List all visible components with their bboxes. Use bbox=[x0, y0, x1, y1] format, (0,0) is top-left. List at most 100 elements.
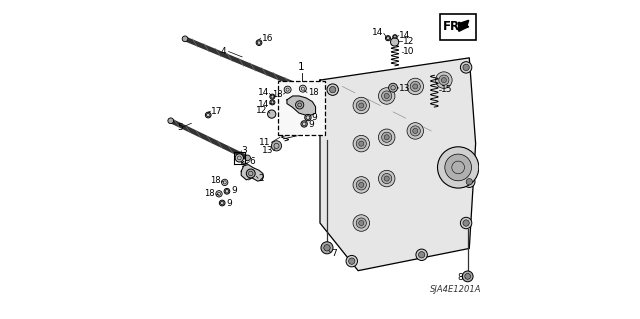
Circle shape bbox=[246, 169, 255, 178]
FancyBboxPatch shape bbox=[440, 14, 476, 40]
Text: 18: 18 bbox=[308, 88, 318, 97]
Text: 18: 18 bbox=[205, 189, 215, 198]
Text: 12: 12 bbox=[256, 107, 268, 115]
Text: 14: 14 bbox=[258, 88, 269, 97]
Circle shape bbox=[460, 62, 472, 73]
Text: 13: 13 bbox=[262, 146, 273, 155]
Circle shape bbox=[390, 38, 399, 46]
Circle shape bbox=[182, 36, 188, 42]
Circle shape bbox=[384, 176, 389, 181]
Circle shape bbox=[407, 123, 424, 139]
Circle shape bbox=[306, 87, 312, 93]
Text: 14: 14 bbox=[399, 31, 410, 40]
Text: 18: 18 bbox=[211, 176, 221, 185]
Text: 2: 2 bbox=[258, 174, 264, 183]
Circle shape bbox=[378, 129, 395, 145]
Circle shape bbox=[438, 147, 479, 188]
Circle shape bbox=[271, 141, 282, 151]
Text: 16: 16 bbox=[262, 34, 273, 43]
Circle shape bbox=[407, 78, 424, 95]
Circle shape bbox=[442, 78, 447, 83]
Circle shape bbox=[393, 35, 397, 39]
Text: 4: 4 bbox=[221, 47, 227, 56]
Circle shape bbox=[356, 218, 366, 228]
Circle shape bbox=[346, 256, 358, 267]
Polygon shape bbox=[241, 165, 264, 181]
Text: 5: 5 bbox=[177, 123, 183, 132]
Circle shape bbox=[410, 126, 420, 136]
Text: 10: 10 bbox=[403, 47, 415, 56]
Text: 7: 7 bbox=[331, 249, 337, 258]
Circle shape bbox=[284, 86, 291, 93]
Circle shape bbox=[205, 112, 211, 118]
Circle shape bbox=[256, 40, 262, 46]
Text: 15: 15 bbox=[442, 85, 453, 94]
Circle shape bbox=[416, 249, 428, 261]
Circle shape bbox=[445, 154, 472, 181]
Text: 14: 14 bbox=[258, 100, 269, 109]
Circle shape bbox=[270, 100, 275, 105]
Circle shape bbox=[413, 84, 418, 89]
Polygon shape bbox=[320, 58, 476, 271]
Circle shape bbox=[385, 36, 390, 41]
Circle shape bbox=[349, 258, 355, 264]
Circle shape bbox=[463, 176, 475, 188]
Circle shape bbox=[381, 132, 392, 142]
Circle shape bbox=[384, 135, 389, 140]
Circle shape bbox=[296, 101, 304, 109]
Circle shape bbox=[327, 84, 339, 95]
Circle shape bbox=[301, 121, 307, 127]
Circle shape bbox=[384, 93, 389, 99]
Circle shape bbox=[221, 179, 228, 186]
FancyBboxPatch shape bbox=[278, 81, 325, 135]
Circle shape bbox=[356, 138, 366, 149]
Text: 1: 1 bbox=[298, 62, 305, 72]
Circle shape bbox=[466, 179, 472, 185]
Circle shape bbox=[168, 118, 173, 123]
Circle shape bbox=[463, 64, 469, 70]
Circle shape bbox=[410, 81, 420, 92]
Circle shape bbox=[465, 273, 470, 279]
Circle shape bbox=[356, 180, 366, 190]
Circle shape bbox=[353, 215, 369, 231]
Circle shape bbox=[244, 155, 250, 161]
Text: 9: 9 bbox=[231, 186, 237, 196]
Text: 14: 14 bbox=[372, 28, 383, 37]
Circle shape bbox=[378, 170, 395, 187]
Circle shape bbox=[356, 100, 366, 111]
Text: 12: 12 bbox=[403, 37, 414, 46]
Text: 9: 9 bbox=[308, 120, 314, 129]
Circle shape bbox=[270, 94, 275, 99]
Circle shape bbox=[235, 154, 243, 162]
Circle shape bbox=[353, 177, 369, 193]
Circle shape bbox=[321, 242, 333, 254]
Circle shape bbox=[462, 271, 473, 282]
Text: FR.: FR. bbox=[444, 20, 465, 33]
Circle shape bbox=[268, 110, 276, 118]
Circle shape bbox=[324, 245, 330, 251]
Circle shape bbox=[216, 191, 222, 197]
Circle shape bbox=[220, 200, 225, 206]
Circle shape bbox=[439, 75, 449, 85]
Text: 17: 17 bbox=[211, 107, 223, 116]
Circle shape bbox=[359, 220, 364, 226]
Circle shape bbox=[353, 97, 369, 114]
Circle shape bbox=[353, 135, 369, 152]
Circle shape bbox=[436, 72, 452, 88]
Circle shape bbox=[460, 217, 472, 229]
Text: 9: 9 bbox=[227, 199, 232, 208]
Circle shape bbox=[378, 88, 395, 104]
Circle shape bbox=[224, 189, 230, 194]
Circle shape bbox=[419, 252, 425, 258]
Circle shape bbox=[300, 85, 307, 92]
Text: 18: 18 bbox=[273, 90, 283, 99]
Circle shape bbox=[388, 83, 397, 92]
Circle shape bbox=[413, 128, 418, 133]
Text: 3: 3 bbox=[241, 146, 247, 155]
Circle shape bbox=[359, 182, 364, 188]
Circle shape bbox=[381, 174, 392, 184]
Circle shape bbox=[359, 141, 364, 146]
Text: 13: 13 bbox=[399, 84, 410, 93]
Text: 8: 8 bbox=[457, 272, 463, 281]
Text: 11: 11 bbox=[259, 138, 271, 147]
